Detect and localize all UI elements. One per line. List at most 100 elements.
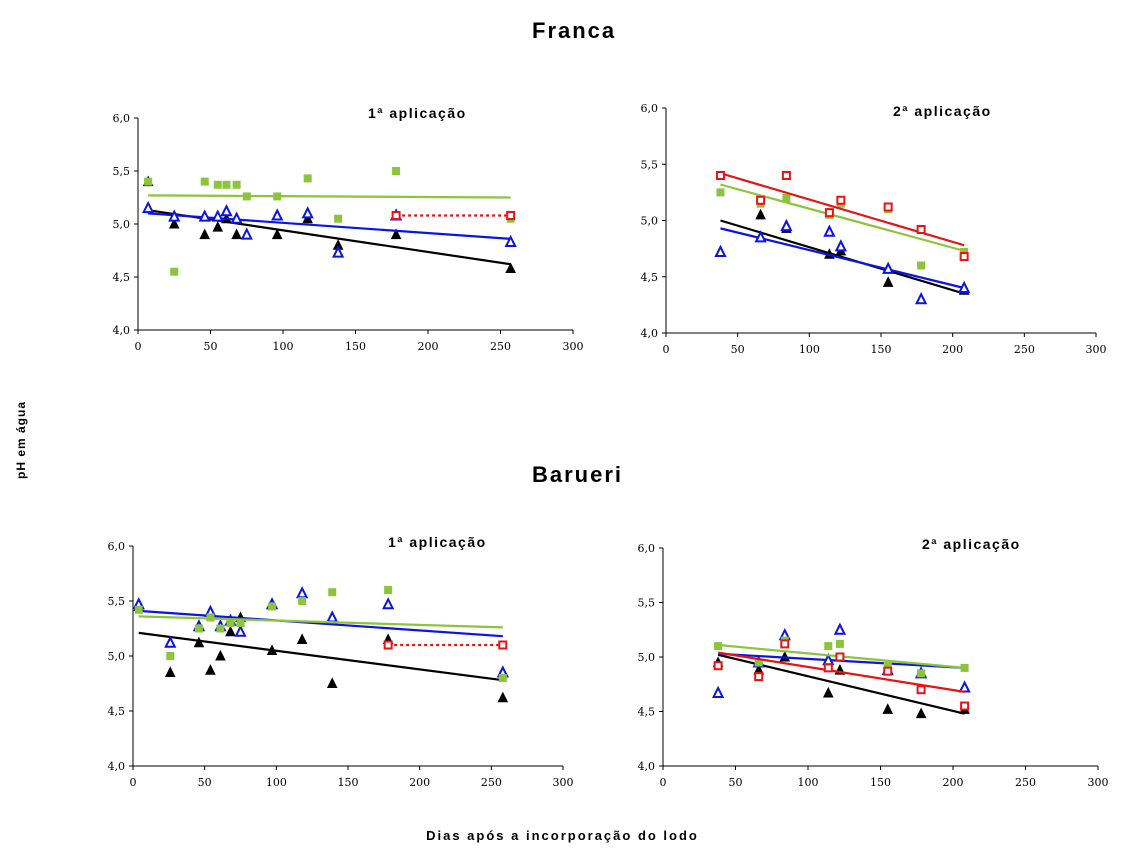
y-tick-label: 6,0: [641, 102, 659, 115]
data-point-blue: [164, 635, 177, 648]
data-point-blue: [780, 218, 793, 232]
y-tick-label: 5,0: [108, 650, 126, 663]
x-tick-label: 250: [481, 776, 502, 789]
data-point-green: [226, 619, 235, 627]
data-point-black: [193, 636, 205, 648]
data-point-green: [206, 613, 215, 622]
group-title-franca: Franca: [532, 18, 617, 43]
data-point-black: [755, 208, 766, 220]
panel-2: 4,0 4,5 5,0 5,5 6,0 0 50 100 150 200 250 300 2ª apli…: [641, 102, 1107, 356]
x-tick-label: 150: [338, 776, 359, 789]
y-tick-label: 5,0: [638, 651, 656, 664]
data-point-blue: [220, 204, 233, 217]
data-point-blue: [711, 685, 725, 698]
x-tick-label: 250: [1015, 776, 1036, 789]
y-tick-label: 4,5: [641, 271, 659, 284]
x-tick-label: 200: [943, 776, 964, 789]
data-point-blue: [958, 680, 971, 693]
panel-title: 2ª aplicação: [893, 103, 992, 119]
data-point-blue: [504, 234, 517, 248]
data-point-red: [916, 685, 926, 695]
data-point-blue: [382, 597, 395, 610]
x-tick-label: 0: [130, 776, 137, 789]
data-point-green: [328, 588, 337, 597]
x-tick-label: 0: [660, 776, 667, 789]
data-point-blue: [198, 209, 211, 222]
panel-title: 1ª aplicação: [368, 105, 467, 121]
panel-1: 4,0 4,5 5,0 5,5 6,0 0 50 100 150 200 250 300 1ª apli…: [113, 105, 584, 353]
series-blue: [132, 586, 509, 678]
data-point-green: [298, 597, 307, 605]
group-title-barueri: Barueri: [532, 462, 624, 487]
data-point-blue: [234, 624, 247, 637]
data-point-blue: [714, 244, 727, 257]
series-blue: [142, 200, 517, 258]
x-tick-label: 300: [1088, 776, 1109, 789]
data-point-black: [215, 649, 226, 661]
data-point-green: [134, 605, 143, 614]
data-point-green: [194, 624, 203, 633]
series-green: [134, 586, 507, 682]
series-black: [133, 600, 509, 703]
trend-line-green: [138, 615, 503, 629]
data-point-blue: [823, 224, 836, 237]
data-point-red: [823, 663, 833, 673]
x-tick-label: 0: [135, 340, 142, 353]
data-point-red: [713, 661, 723, 671]
data-point-green: [273, 192, 282, 201]
series-red: [713, 639, 970, 711]
data-point-blue: [240, 227, 253, 240]
trend-line-green: [148, 194, 511, 199]
x-tick-label: 200: [409, 776, 430, 789]
y-tick-label: 5,0: [113, 218, 131, 231]
trend-line-green: [720, 183, 965, 252]
data-point-red: [715, 171, 725, 180]
data-point-blue: [833, 622, 847, 635]
panel-4: 4,0 4,5 5,0 5,5 6,0 0 50 100 150 200 250 300 2ª apli…: [638, 536, 1109, 789]
data-point-red: [824, 208, 834, 218]
x-tick-label: 50: [198, 776, 212, 789]
data-point-red: [916, 225, 926, 234]
x-tick-label: 150: [870, 776, 891, 789]
y-tick-label: 5,5: [113, 165, 131, 178]
data-point-green: [242, 192, 251, 201]
data-point-green: [222, 180, 231, 189]
data-point-black: [164, 666, 176, 677]
x-tick-label: 100: [273, 340, 294, 353]
data-point-black: [390, 228, 402, 240]
y-tick-label: 4,0: [641, 327, 659, 340]
x-tick-label: 150: [345, 340, 366, 353]
data-point-red: [960, 701, 970, 711]
y-tick-label: 6,0: [638, 542, 656, 555]
data-point-green: [216, 624, 225, 633]
data-point-green: [170, 267, 179, 276]
series-red: [383, 640, 508, 650]
data-point-blue: [882, 261, 895, 274]
data-point-black: [505, 262, 516, 274]
data-point-green: [144, 177, 153, 186]
data-point-blue: [301, 206, 314, 219]
data-point-black: [882, 276, 894, 287]
x-tick-label: 50: [731, 343, 745, 356]
series-black: [715, 208, 970, 304]
y-tick-label: 4,5: [108, 705, 126, 718]
y-tick-label: 4,0: [638, 760, 656, 773]
data-point-blue: [230, 211, 243, 224]
data-point-red: [781, 171, 791, 180]
data-point-blue: [142, 200, 155, 214]
data-point-red: [756, 195, 766, 205]
data-point-blue: [754, 230, 767, 243]
data-point-blue: [296, 586, 309, 599]
data-point-black: [205, 664, 216, 675]
data-point-black: [326, 677, 338, 688]
y-tick-label: 5,5: [641, 158, 659, 171]
y-tick-label: 5,5: [108, 595, 126, 608]
x-tick-label: 100: [798, 776, 819, 789]
data-point-black: [822, 686, 834, 698]
data-point-blue: [834, 239, 847, 252]
data-point-red: [506, 211, 516, 221]
data-point-black: [212, 221, 224, 232]
data-point-red: [391, 211, 401, 221]
x-tick-label: 50: [729, 776, 743, 789]
